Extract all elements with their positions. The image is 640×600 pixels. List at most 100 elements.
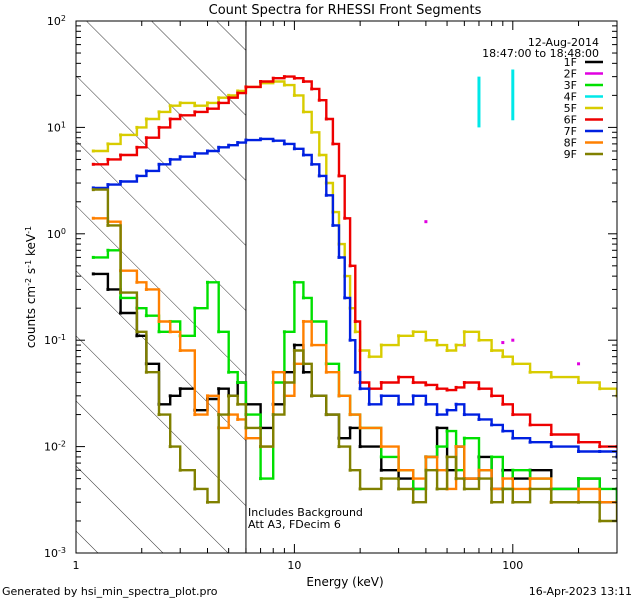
data-point — [337, 255, 341, 259]
data-point — [445, 349, 449, 353]
data-point — [259, 445, 263, 449]
data-point — [178, 101, 182, 105]
data-point — [301, 370, 305, 374]
data-point — [292, 280, 296, 284]
data-point — [324, 413, 328, 417]
data-point — [435, 343, 439, 347]
data-point — [528, 370, 532, 374]
y-axis-label: counts cm-2 s-1 keV-1 — [24, 226, 39, 348]
timestamp-label: 16-Apr-2023 13:11 — [529, 585, 632, 598]
data-point — [144, 136, 148, 140]
data-point — [193, 151, 197, 155]
data-point — [379, 381, 383, 385]
x-tick-label: 10 — [287, 559, 301, 572]
series-line-3F — [93, 249, 617, 504]
data-point — [282, 381, 286, 385]
data-point — [397, 334, 401, 338]
data-point — [227, 370, 231, 374]
data-point — [91, 186, 95, 190]
legend-label-9F: 9F — [564, 148, 577, 161]
data-point — [271, 139, 275, 143]
data-point — [168, 157, 172, 161]
data-point — [598, 387, 602, 391]
data-point — [379, 445, 383, 449]
data-point — [454, 343, 458, 347]
data-point — [205, 107, 209, 111]
data-point — [348, 468, 352, 472]
data-point — [598, 449, 602, 453]
data-point — [135, 174, 139, 178]
data-point — [135, 330, 139, 334]
data-point — [193, 487, 197, 491]
data-point — [577, 500, 581, 504]
data-point — [324, 193, 328, 197]
data-point — [511, 362, 515, 366]
x-tick-label: 100 — [502, 559, 523, 572]
series-line-7F — [93, 137, 617, 459]
data-point — [178, 113, 182, 117]
data-point — [549, 432, 553, 436]
data-point — [282, 142, 286, 146]
data-point — [217, 413, 221, 417]
data-point — [227, 96, 231, 100]
data-point — [445, 388, 449, 392]
data-point — [91, 149, 95, 153]
generated-by-label: Generated by hsi_min_spectra_plot.pro — [2, 585, 218, 598]
data-point — [435, 445, 439, 449]
data-point — [358, 445, 362, 449]
data-point — [292, 343, 296, 347]
y-tick-label: 10-1 — [44, 333, 66, 348]
legend-label-1F: 1F — [564, 56, 577, 69]
data-point — [511, 436, 515, 440]
data-point — [144, 169, 148, 173]
date-label: 12-Aug-2014 — [528, 36, 599, 49]
data-point — [348, 338, 352, 342]
data-point — [292, 93, 296, 97]
data-point — [577, 381, 581, 385]
data-point — [397, 487, 401, 491]
data-point — [168, 394, 172, 398]
data-point — [91, 162, 95, 166]
annotation-attenuator: Att A3, FDecim 6 — [248, 518, 341, 531]
data-point — [310, 162, 314, 166]
data-point — [119, 153, 123, 157]
data-point — [205, 280, 209, 284]
data-point — [477, 387, 481, 391]
data-point — [301, 80, 305, 84]
data-point — [367, 355, 371, 359]
data-point — [435, 413, 439, 417]
data-point — [178, 155, 182, 159]
x-axis-label: Energy (keV) — [306, 575, 383, 589]
data-point — [193, 110, 197, 114]
data-point — [462, 330, 466, 334]
data-point — [501, 429, 505, 433]
data-point — [217, 101, 221, 105]
data-point — [106, 142, 110, 146]
data-point — [477, 338, 481, 342]
data-point — [157, 319, 161, 323]
data-point — [337, 394, 341, 398]
data-point — [205, 149, 209, 153]
data-point — [353, 370, 357, 374]
data-point — [331, 223, 335, 227]
data-point — [598, 519, 602, 523]
data-point — [301, 153, 305, 157]
data-point — [317, 153, 321, 157]
data-point — [348, 426, 352, 430]
data-point — [477, 417, 481, 421]
data-point — [435, 426, 439, 430]
data-point — [236, 89, 240, 93]
data-point — [178, 349, 182, 353]
data-point — [528, 440, 532, 444]
data-point — [445, 455, 449, 459]
data-point — [511, 69, 515, 121]
data-point — [477, 477, 481, 481]
data-point — [217, 96, 221, 100]
data-point — [324, 370, 328, 374]
data-point — [511, 338, 515, 342]
data-point — [205, 394, 209, 398]
data-point — [106, 223, 110, 227]
data-point — [227, 394, 231, 398]
data-point — [119, 133, 123, 137]
